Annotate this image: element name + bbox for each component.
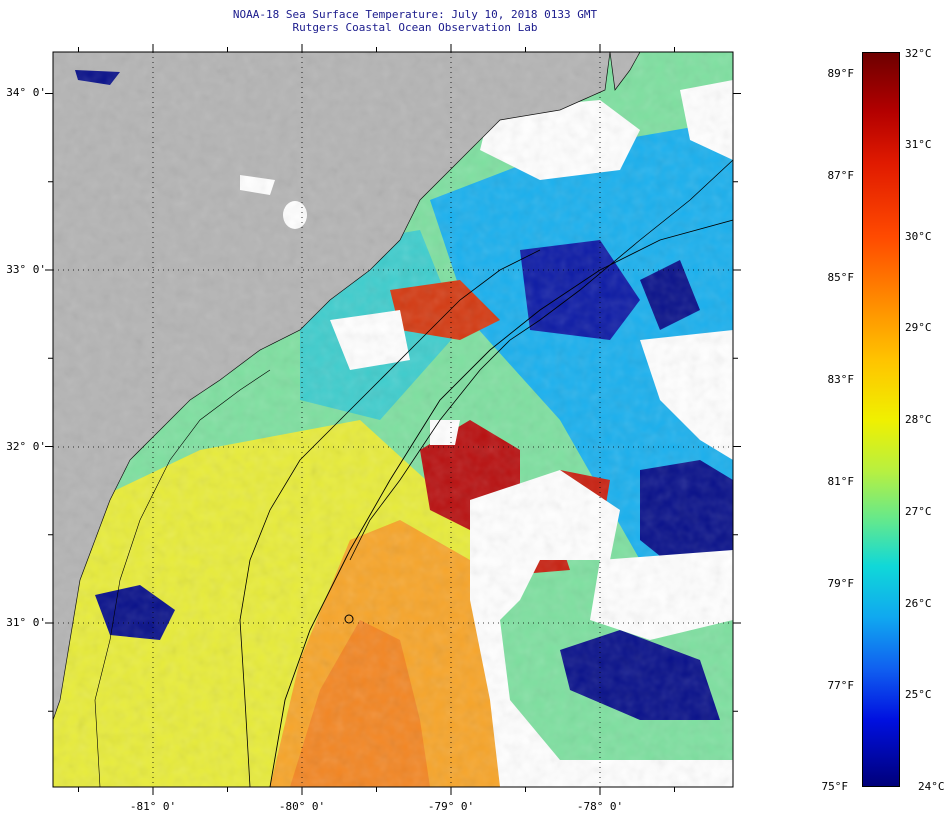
c-label-32: 32°C	[905, 47, 932, 60]
texture-overlay	[53, 52, 733, 787]
f-label-77: 77°F	[827, 679, 855, 692]
f-label-87: 87°F	[827, 169, 855, 182]
f-label-83: 83°F	[827, 373, 855, 386]
lat-label-33: 33° 0'	[6, 263, 46, 276]
lon-label-78: -78° 0'	[576, 800, 624, 813]
map-subtitle: Rutgers Coastal Ocean Observation Lab	[292, 21, 538, 34]
c-label-28: 28°C	[905, 413, 932, 426]
lon-label-81: -81° 0'	[129, 800, 177, 813]
map-ticks	[45, 44, 741, 795]
coastline-detail	[94, 369, 271, 787]
c-label-25: 25°C	[905, 688, 932, 701]
c-label-26: 26°C	[905, 597, 932, 610]
lat-label-31: 31° 0'	[6, 616, 46, 629]
f-label-89: 89°F	[827, 67, 855, 80]
f-label-81: 81°F	[827, 475, 855, 488]
bathymetry-contour-shelf	[349, 159, 733, 561]
bathymetry-contour-inner	[239, 249, 541, 787]
f-label-79: 79°F	[827, 577, 855, 590]
graticule	[53, 52, 733, 787]
bathymetry-contour-200m	[269, 219, 733, 787]
c-label-29: 29°C	[905, 321, 932, 334]
lon-label-79: -79° 0'	[427, 800, 475, 813]
lat-label-32: 32° 0'	[6, 440, 46, 453]
map-plot-area	[53, 52, 733, 787]
f-label-75: 75°F	[821, 780, 849, 793]
c-label-27: 27°C	[905, 505, 932, 518]
temperature-colorbar	[862, 52, 900, 787]
map-title: NOAA-18 Sea Surface Temperature: July 10…	[232, 8, 598, 21]
c-label-30: 30°C	[905, 230, 932, 243]
c-label-31: 31°C	[905, 138, 932, 151]
lon-label-80: -80° 0'	[278, 800, 326, 813]
map-frame	[52, 51, 734, 788]
f-label-85: 85°F	[827, 271, 855, 284]
lat-label-34: 34° 0'	[6, 86, 46, 99]
c-label-24: 24°C	[918, 780, 944, 793]
